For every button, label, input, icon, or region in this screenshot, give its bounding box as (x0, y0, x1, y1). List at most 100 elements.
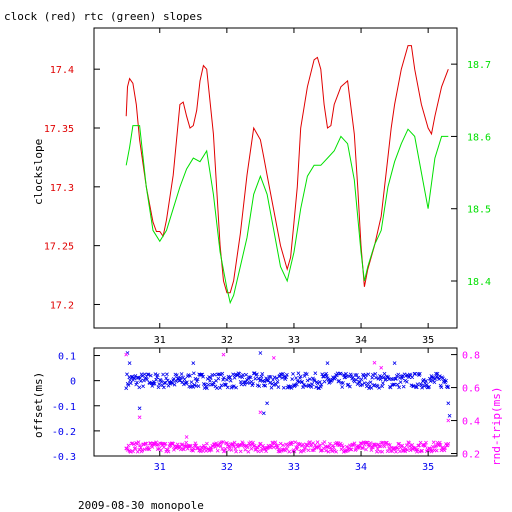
scatter-point (442, 448, 447, 453)
scatter-point (195, 379, 199, 384)
scatter-point (414, 449, 419, 454)
scatter-point (315, 381, 320, 386)
scatter-point (446, 441, 451, 446)
top-xtick-label: 32 (221, 335, 233, 346)
scatter-point (268, 375, 273, 379)
scatter-point (405, 448, 410, 452)
scatter-point (268, 445, 273, 450)
scatter-point (372, 360, 377, 365)
scatter-point (209, 448, 214, 452)
bottom-ytick-label: 0 (70, 377, 76, 388)
scatter-point (231, 384, 236, 389)
scatter-point (273, 440, 278, 445)
scatter-point (338, 371, 343, 376)
scatter-point (180, 442, 185, 447)
top-ytick-label: 17.3 (50, 183, 74, 194)
scatter-point (138, 445, 143, 450)
scatter-point (281, 443, 285, 448)
series-line-clock (125, 45, 449, 294)
bottom-ytick-label: -0.2 (52, 427, 76, 438)
scatter-point (191, 361, 196, 365)
scatter-point (326, 449, 331, 454)
scatter-point (301, 382, 306, 387)
scatter-point (403, 449, 408, 454)
bottom-xtick-label: 35 (422, 462, 434, 473)
scatter-point (318, 380, 322, 384)
scatter-point (265, 401, 269, 406)
scatter-point (315, 440, 320, 444)
scatter-point (395, 445, 400, 450)
scatter-point (380, 449, 385, 454)
scatter-point (180, 380, 185, 385)
scatter-point (145, 377, 149, 382)
scatter-point (340, 385, 345, 389)
scatter-point (415, 382, 420, 387)
scatter-point (205, 386, 209, 391)
slope-chart: 31 32 33 34 35 17.2 17.25 17.3 17.35 17.4 18.4 18.5… (32, 27, 491, 346)
scatter-point (446, 401, 451, 406)
scatter-point (341, 445, 345, 450)
scatter-point (255, 372, 259, 377)
scatter-point (208, 448, 212, 452)
bottom-y2tick-label: 0.4 (462, 417, 480, 428)
scatter-point (218, 386, 222, 390)
scatter-point (258, 410, 263, 415)
scatter-point (304, 372, 309, 377)
scatter-point (237, 371, 242, 376)
scatter-point (191, 385, 195, 389)
scatter-point (163, 441, 168, 446)
scatter-point (392, 361, 397, 365)
scatter-point (324, 448, 328, 453)
scatter-point (359, 441, 364, 446)
scatter-point (177, 378, 182, 383)
scatter-point (191, 446, 196, 451)
scatter-point (397, 385, 401, 390)
top-ytick-label: 17.35 (44, 124, 74, 135)
scatter-point (128, 378, 132, 383)
scatter-point (201, 449, 205, 453)
scatter-point (201, 374, 205, 379)
scatter-point (227, 375, 232, 380)
scatter-point (427, 384, 431, 389)
scatter-point (285, 446, 289, 451)
scatter-point (271, 356, 276, 360)
top-y2tick-label: 18.7 (467, 60, 491, 71)
scatter-point (424, 440, 428, 445)
scatter-point (284, 375, 288, 380)
bottom-xtick-label: 33 (288, 462, 300, 473)
scatter-point (374, 443, 378, 448)
scatter-point (151, 381, 155, 386)
scatter-point (348, 384, 352, 389)
scatter-point (322, 440, 327, 444)
scatter-point (356, 375, 361, 380)
scatter-point (285, 372, 289, 377)
scatter-point (444, 378, 448, 383)
scatter-point (281, 385, 286, 390)
scatter-point (334, 449, 338, 454)
scatter-point (321, 374, 325, 379)
scatter-point (388, 443, 392, 447)
scatter-point (262, 379, 267, 384)
top-xtick-label: 31 (154, 335, 166, 346)
scatter-point (133, 446, 138, 450)
scatter-point (308, 440, 312, 444)
scatter-point (324, 374, 329, 378)
caption: 2009-08-30 monopole (78, 499, 204, 512)
scatter-point (374, 449, 379, 454)
scatter-point (363, 376, 368, 380)
scatter-point (196, 446, 201, 450)
series-rnd-trip (124, 352, 451, 454)
scatter-point (331, 445, 336, 450)
scatter-point (216, 376, 221, 381)
scatter-point (206, 382, 211, 387)
scatter-point (433, 377, 438, 381)
scatter-point (166, 449, 171, 454)
scatter-point (251, 440, 255, 445)
scatter-point (196, 384, 201, 388)
scatter-point (354, 373, 359, 377)
scatter-point (393, 376, 398, 381)
scatter-point (447, 413, 452, 418)
scatter-point (424, 379, 428, 383)
top-xtick-label: 33 (288, 335, 300, 346)
